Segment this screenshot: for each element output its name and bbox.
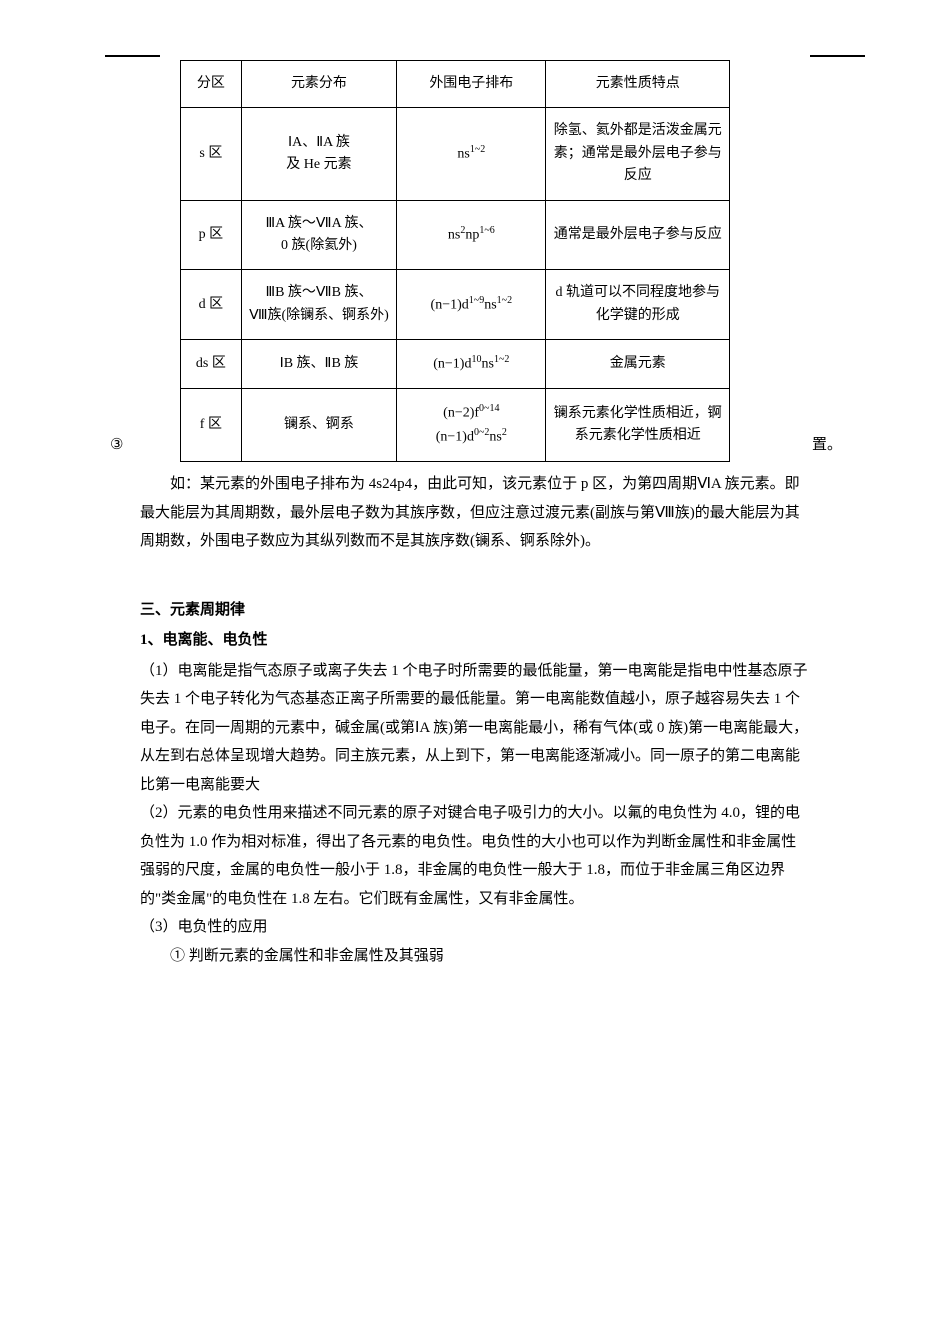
- cell-zone: d 区: [181, 270, 242, 340]
- cell-dist: ⅢA 族～ⅦA 族、0 族(除氦外): [241, 200, 396, 270]
- paragraph-ionization: （1）电离能是指气态原子或离子失去 1 个电子时所需要的最低能量，第一电离能是指…: [140, 657, 810, 800]
- cell-zone: f 区: [181, 389, 242, 462]
- cell-dist: 镧系、锕系: [241, 389, 396, 462]
- example-paragraph: 如：某元素的外围电子排布为 4s24p4，由此可知，该元素位于 p 区，为第四周…: [140, 470, 810, 556]
- table-row: p 区 ⅢA 族～ⅦA 族、0 族(除氦外) ns2np1~6 通常是最外层电子…: [181, 200, 730, 270]
- cell-zone: ds 区: [181, 340, 242, 389]
- cell-prop: 除氢、氦外都是活泼金属元素；通常是最外层电子参与反应: [546, 108, 730, 200]
- table-row: ds 区 ⅠB 族、ⅡB 族 (n−1)d10ns1~2 金属元素: [181, 340, 730, 389]
- cell-dist: ⅠB 族、ⅡB 族: [241, 340, 396, 389]
- cell-zone: p 区: [181, 200, 242, 270]
- cell-elec: (n−2)f0~14(n−1)d0~2ns2: [397, 389, 546, 462]
- cell-prop: d 轨道可以不同程度地参与化学键的形成: [546, 270, 730, 340]
- cell-elec: ns2np1~6: [397, 200, 546, 270]
- cell-zone: s 区: [181, 108, 242, 200]
- cell-dist: ⅢB 族～ⅦB 族、Ⅷ族(除镧系、锕系外): [241, 270, 396, 340]
- section-title-3: 三、元素周期律: [140, 596, 810, 625]
- cell-elec: (n−1)d10ns1~2: [397, 340, 546, 389]
- paragraph-application: （3）电负性的应用: [140, 913, 810, 942]
- cell-prop: 金属元素: [546, 340, 730, 389]
- header-dist: 元素分布: [241, 61, 396, 108]
- table-row: d 区 ⅢB 族～ⅦB 族、Ⅷ族(除镧系、锕系外) (n−1)d1~9ns1~2…: [181, 270, 730, 340]
- paragraph-application-1: ① 判断元素的金属性和非金属性及其强弱: [140, 942, 810, 971]
- subsection-title-1: 1、电离能、电负性: [140, 626, 810, 655]
- header-prop: 元素性质特点: [546, 61, 730, 108]
- cell-prop: 镧系元素化学性质相近，锕系元素化学性质相近: [546, 389, 730, 462]
- cell-elec: (n−1)d1~9ns1~2: [397, 270, 546, 340]
- cell-dist: ⅠA、ⅡA 族及 He 元素: [241, 108, 396, 200]
- cell-prop: 通常是最外层电子参与反应: [546, 200, 730, 270]
- paragraph-electronegativity: （2）元素的电负性用来描述不同元素的原子对键合电子吸引力的大小。以氟的电负性为 …: [140, 799, 810, 913]
- periodic-zones-table: 分区 元素分布 外围电子排布 元素性质特点 s 区 ⅠA、ⅡA 族及 He 元素…: [180, 60, 810, 462]
- note-marker-3: ③: [110, 431, 123, 460]
- note-text-right: 置。: [812, 431, 842, 460]
- table-row: s 区 ⅠA、ⅡA 族及 He 元素 ns1~2 除氢、氦外都是活泼金属元素；通…: [181, 108, 730, 200]
- cell-elec: ns1~2: [397, 108, 546, 200]
- header-elec: 外围电子排布: [397, 61, 546, 108]
- table-row: f 区 镧系、锕系 (n−2)f0~14(n−1)d0~2ns2 镧系元素化学性…: [181, 389, 730, 462]
- header-zone: 分区: [181, 61, 242, 108]
